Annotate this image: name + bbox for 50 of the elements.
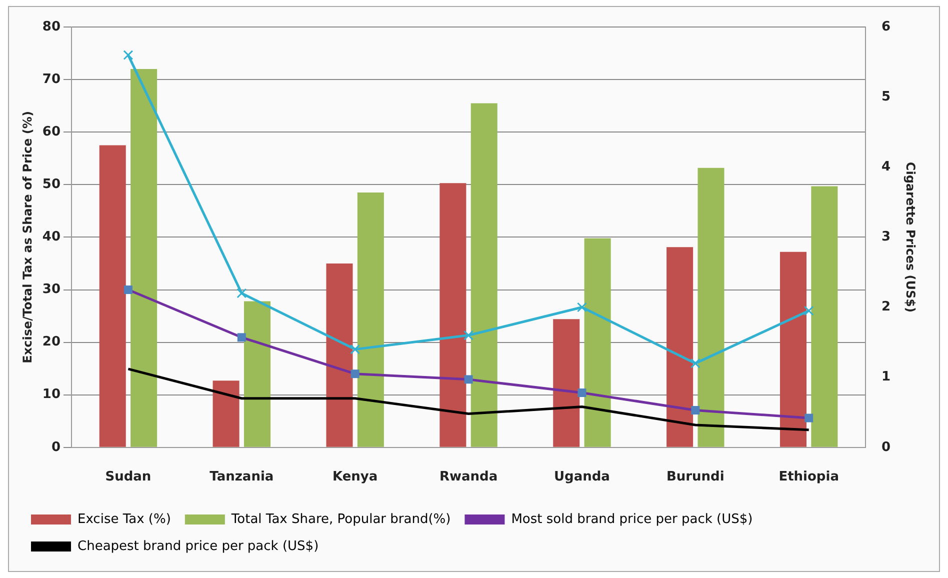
legend-label: Most sold brand price per pack (US$)	[511, 512, 753, 527]
point	[464, 330, 474, 340]
y-tick-label: 50	[42, 177, 60, 192]
bar	[698, 168, 724, 447]
point	[576, 302, 587, 312]
bar	[584, 238, 611, 447]
x-tick-label: Burundi	[666, 470, 724, 485]
bar	[357, 192, 384, 447]
y2-tick-label: 0	[882, 440, 891, 455]
y-tick-label: 40	[42, 230, 60, 245]
y-tick-label: 60	[42, 124, 60, 140]
point	[690, 358, 700, 368]
x-tick-label: Kenya	[332, 470, 378, 485]
point	[123, 50, 134, 60]
y-tick-label: 0	[51, 440, 60, 455]
x-tick-label: Ethiopia	[778, 470, 839, 485]
point	[236, 288, 247, 298]
bar	[470, 103, 498, 447]
x-tick-label: Sudan	[105, 470, 152, 485]
y2-tick-label: 4	[882, 160, 891, 175]
legend-label: Excise Tax (%)	[78, 512, 171, 527]
y2-tick-label: 1	[882, 370, 891, 385]
y2-tick-label: 6	[882, 19, 891, 34]
y-tick-label: 30	[42, 282, 60, 298]
bar	[244, 301, 271, 447]
bar	[99, 145, 126, 447]
legend-label: Total Tax Share, Popular brand(%)	[230, 512, 451, 527]
point	[350, 344, 360, 354]
legend-label: Cheapest brand price per pack (US$)	[78, 538, 319, 554]
bar	[130, 69, 158, 447]
y2-tick-label: 3	[882, 230, 891, 245]
y-tick-label: 70	[42, 72, 60, 87]
y-tick-label: 10	[42, 387, 60, 402]
bar	[326, 263, 353, 447]
y-tick-label: 20	[42, 334, 60, 350]
bar	[212, 380, 240, 447]
y2-axis-title: Cigarette Prices (US$)	[904, 162, 918, 312]
bar	[553, 319, 580, 447]
bar	[440, 183, 466, 447]
point	[804, 306, 814, 316]
bar	[811, 186, 838, 447]
y-tick-label: 80	[42, 19, 60, 34]
y2-tick-label: 2	[882, 300, 891, 315]
y-axis-title: Excise/Total Tax as Share of Price (%)	[20, 111, 34, 364]
x-tick-label: Tanzania	[210, 470, 274, 485]
bar	[780, 252, 806, 447]
x-tick-label: Uganda	[554, 470, 610, 485]
bar	[666, 247, 694, 447]
x-tick-label: Rwanda	[439, 470, 498, 485]
y2-tick-label: 5	[882, 89, 891, 104]
